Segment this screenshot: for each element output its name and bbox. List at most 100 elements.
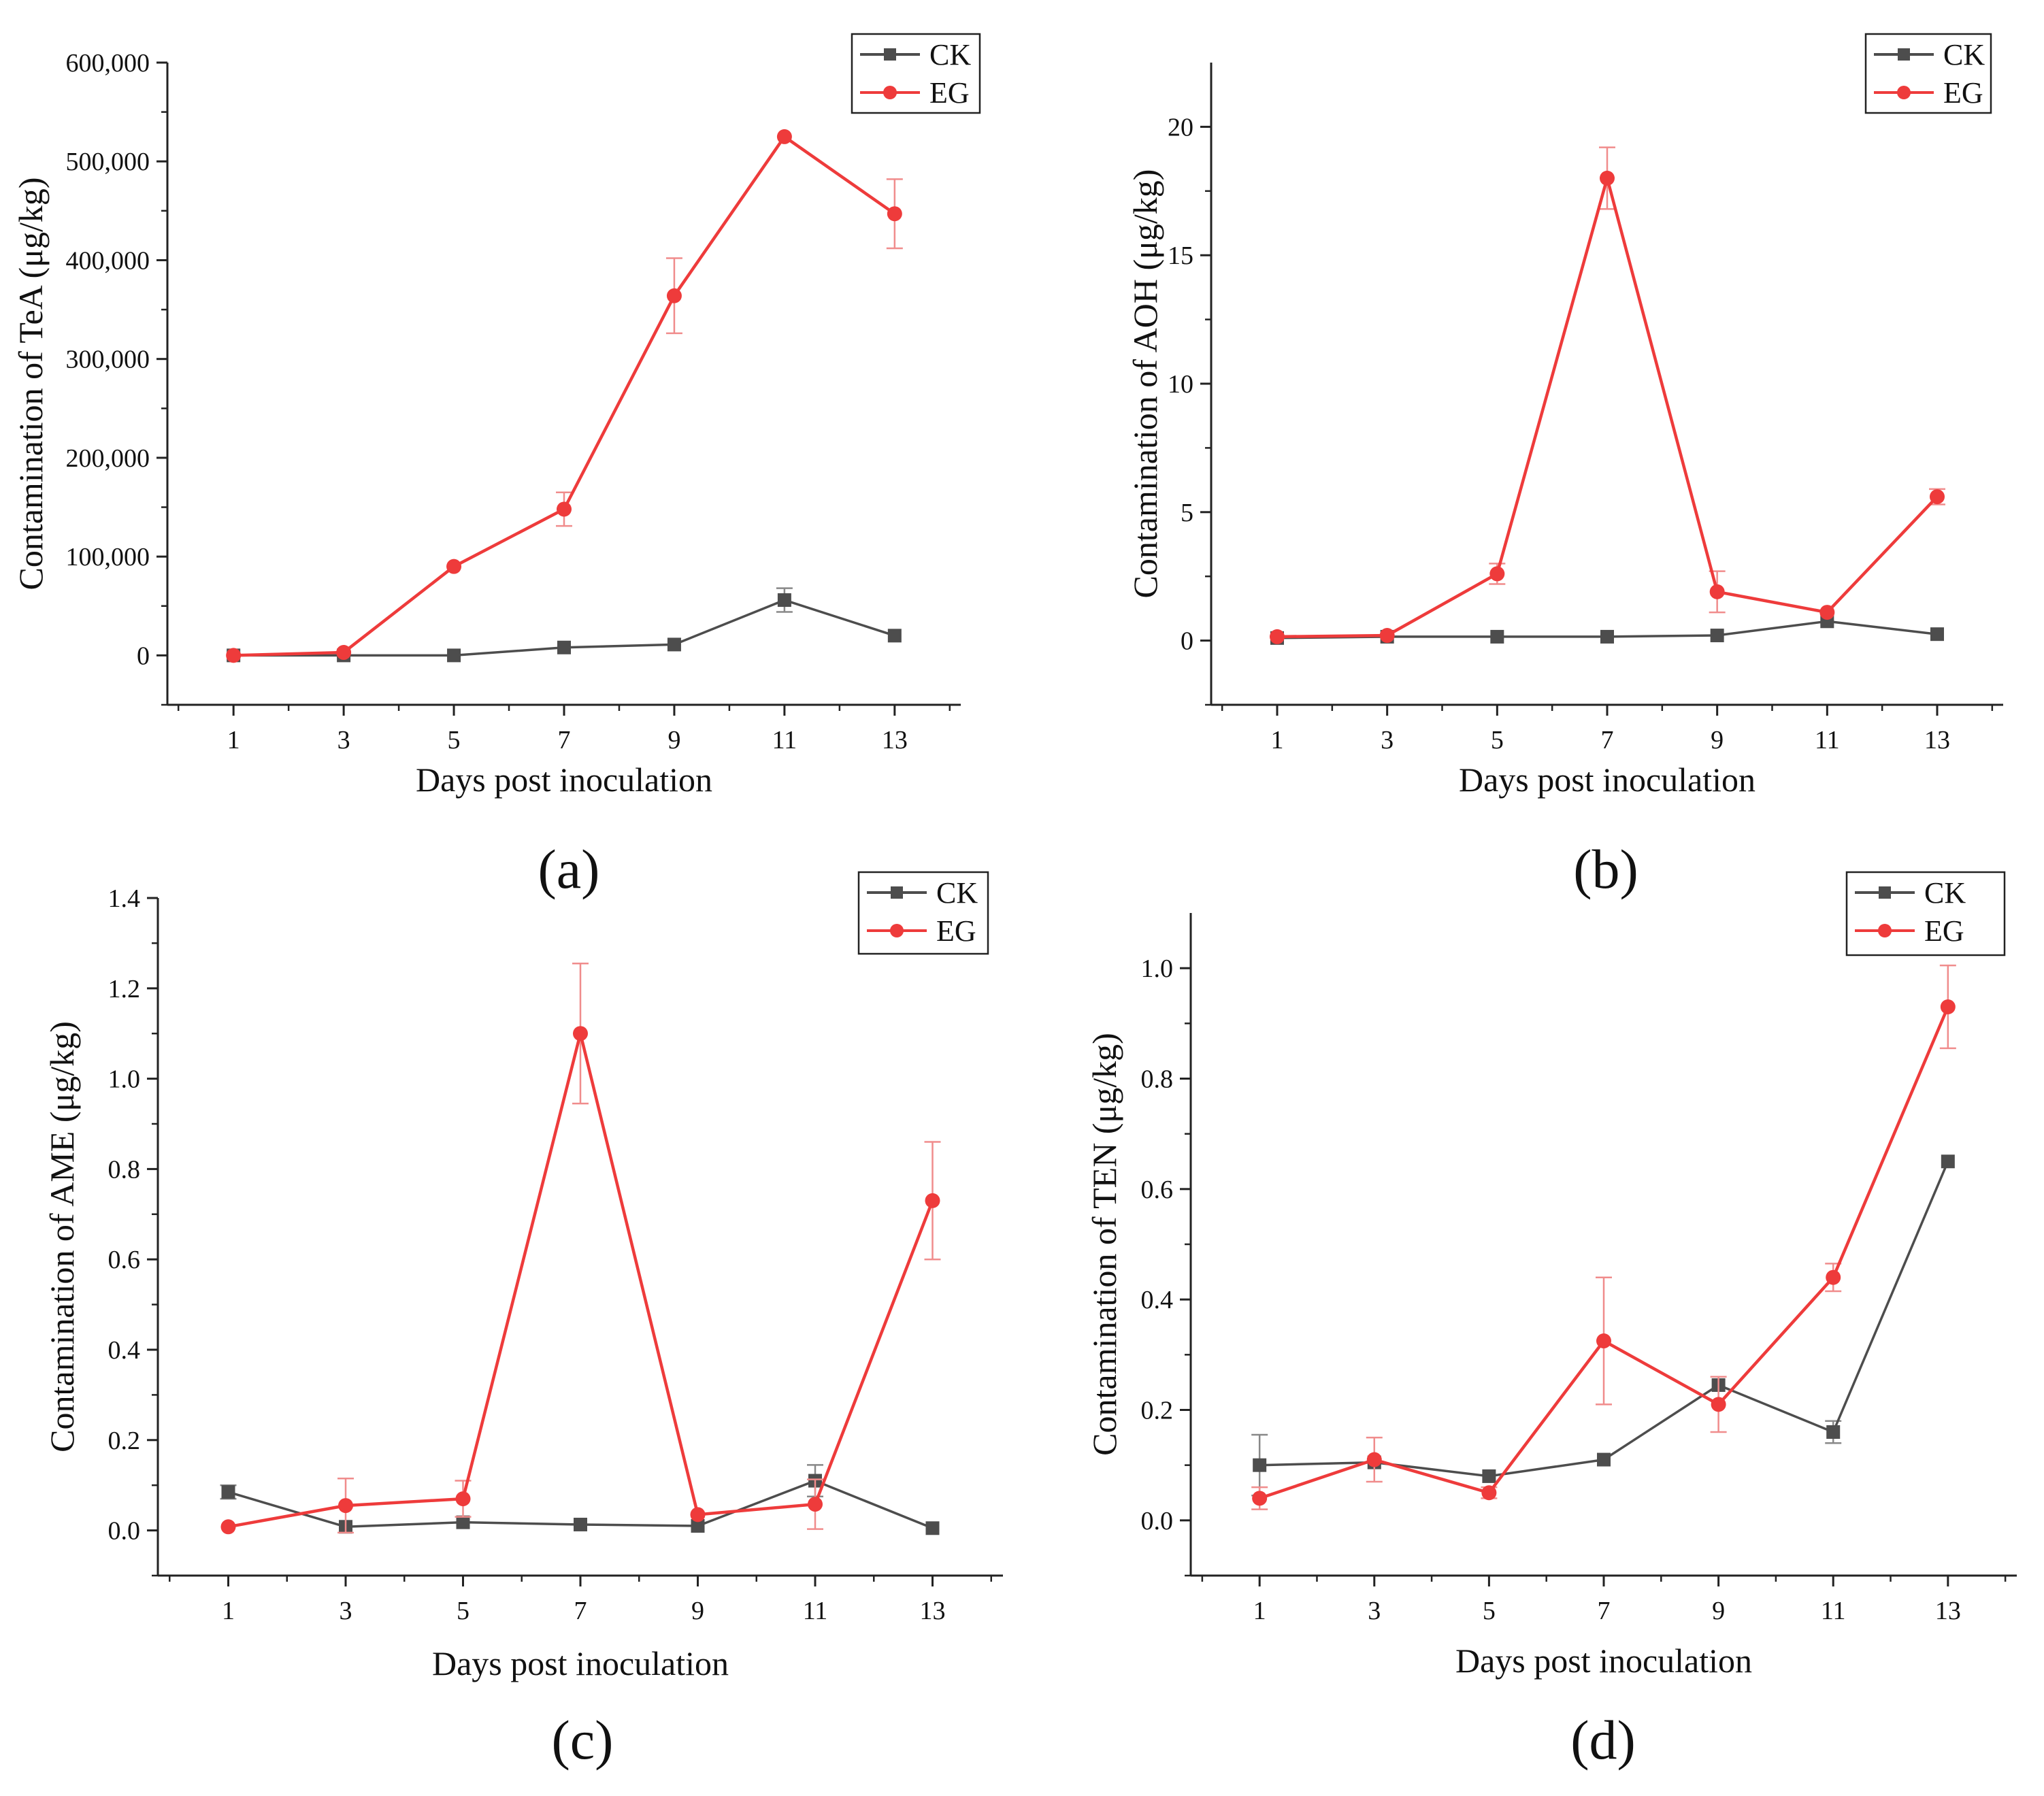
data-point-eg — [1481, 1485, 1497, 1501]
y-tick-label: 1.2 — [108, 975, 141, 1003]
x-tick-label: 9 — [1712, 1597, 1725, 1625]
x-tick-label: 5 — [448, 726, 461, 754]
y-tick-label: 15 — [1168, 242, 1193, 270]
x-tick-label: 5 — [1491, 726, 1504, 754]
y-tick-label: 0 — [1181, 627, 1193, 656]
x-tick-label: 1 — [222, 1597, 235, 1625]
x-tick-label: 11 — [803, 1597, 828, 1625]
series-eg — [226, 129, 903, 663]
data-point-ck — [1597, 1452, 1611, 1467]
chart-panel-a: 0 100,000 200,000 300,000 400,000 500,000 600,… — [12, 33, 981, 799]
x-tick-label: 9 — [1711, 726, 1724, 754]
data-point-eg — [1826, 1269, 1841, 1285]
legend-box — [851, 33, 981, 114]
legend-box — [857, 871, 989, 955]
data-point-ck — [925, 1521, 940, 1535]
x-tick-label: 13 — [1935, 1597, 1961, 1625]
x-tick-label: 13 — [1924, 726, 1950, 754]
data-point-eg — [690, 1507, 706, 1523]
legend-marker-eg — [890, 924, 904, 937]
data-point-eg — [336, 645, 352, 661]
data-point-eg — [887, 206, 902, 222]
data-point-ck — [574, 1517, 587, 1531]
y-axis-label: Contamination of TEN (μg/kg) — [1085, 1033, 1123, 1456]
data-point-ck — [691, 1518, 705, 1533]
data-point-eg — [455, 1491, 471, 1507]
data-point-eg — [776, 129, 792, 144]
legend-label-ck: CK — [936, 876, 978, 910]
x-tick-label: 7 — [574, 1597, 587, 1625]
series-eg — [1270, 146, 1945, 644]
x-axis-label: Days post inoculation — [416, 761, 712, 799]
x-tick-label: 3 — [340, 1597, 352, 1625]
legend: CK EG — [1845, 871, 2006, 957]
x-tick-label: 9 — [691, 1597, 704, 1625]
data-point-eg — [1709, 584, 1725, 599]
legend-marker-ck — [1879, 886, 1891, 899]
data-point-eg — [226, 648, 242, 663]
data-point-eg — [1596, 1333, 1611, 1349]
legend-box — [1845, 871, 2006, 957]
panel-letter-d: (d) — [1570, 1709, 1636, 1771]
data-point-ck — [456, 1515, 470, 1529]
legend-label-ck: CK — [1943, 38, 1985, 71]
data-point-ck — [1253, 1458, 1267, 1472]
data-point-eg — [446, 559, 462, 574]
x-tick-label: 13 — [882, 726, 908, 754]
legend-marker-ck — [891, 886, 903, 899]
legend: CK EG — [1864, 33, 1992, 114]
data-point-eg — [1489, 566, 1505, 582]
y-tick-label: 0.6 — [108, 1246, 141, 1274]
data-point-ck — [447, 648, 461, 663]
x-axis-label: Days post inoculation — [1459, 761, 1755, 799]
data-point-ck — [1490, 629, 1504, 644]
data-point-eg — [1930, 489, 1945, 505]
y-tick-label: 0.4 — [108, 1336, 141, 1365]
y-tick-label: 200,000 — [66, 444, 150, 473]
y-tick-label: 0.2 — [1141, 1397, 1174, 1425]
data-point-ck — [557, 640, 571, 654]
y-tick-label: 0.6 — [1141, 1176, 1174, 1204]
legend: CK EG — [857, 871, 989, 955]
data-point-eg — [808, 1497, 823, 1512]
x-tick-label: 1 — [1253, 1597, 1266, 1625]
x-tick-label: 11 — [772, 726, 797, 754]
y-tick-label: 0.0 — [108, 1517, 141, 1546]
data-point-eg — [220, 1519, 236, 1535]
legend-label-ck: CK — [1924, 876, 1966, 910]
data-point-ck — [1941, 1154, 1955, 1169]
y-tick-label: 0.4 — [1141, 1286, 1174, 1314]
x-tick-label: 1 — [227, 726, 240, 754]
y-tick-label: 10 — [1168, 370, 1193, 399]
data-point-eg — [1270, 629, 1285, 644]
x-tick-label: 11 — [1815, 726, 1840, 754]
y-tick-label: 1.0 — [108, 1065, 141, 1094]
data-point-eg — [1600, 170, 1615, 186]
legend-marker-ck — [884, 48, 896, 61]
y-tick-label: 5 — [1181, 499, 1193, 527]
y-tick-label: 20 — [1168, 113, 1193, 142]
series-eg — [220, 963, 941, 1535]
x-tick-label: 9 — [667, 726, 680, 754]
data-point-eg — [557, 501, 572, 517]
legend-marker-eg — [883, 86, 897, 99]
legend-marker-eg — [1897, 86, 1911, 99]
data-point-eg — [1819, 605, 1835, 620]
x-tick-label: 3 — [1368, 1597, 1381, 1625]
legend-label-ck: CK — [929, 38, 971, 71]
panel-letter-b: (b) — [1573, 838, 1638, 900]
x-tick-label: 7 — [1601, 726, 1614, 754]
data-point-ck — [1930, 627, 1944, 642]
legend-label-eg: EG — [1943, 76, 1983, 110]
y-tick-label: 600,000 — [66, 49, 150, 78]
x-tick-label: 11 — [1821, 1597, 1846, 1625]
y-tick-label: 400,000 — [66, 246, 150, 275]
data-point-eg — [573, 1026, 588, 1042]
legend-box — [1864, 33, 1992, 114]
legend-label-eg: EG — [929, 76, 970, 110]
x-axis-label: Days post inoculation — [432, 1644, 729, 1682]
